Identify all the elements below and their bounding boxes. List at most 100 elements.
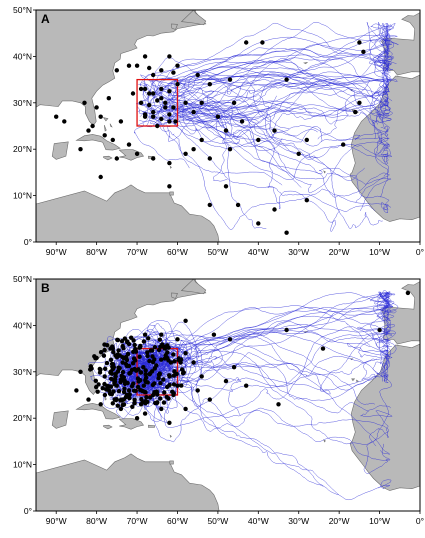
drifter-endpoint xyxy=(161,377,166,382)
drifter-endpoint xyxy=(167,420,172,425)
drifter-endpoint xyxy=(227,147,233,152)
drifter-endpoint xyxy=(98,402,103,407)
drifter-endpoint xyxy=(141,383,146,388)
drifter-track xyxy=(153,382,339,496)
drifter-track xyxy=(160,80,389,129)
drifter-endpoint xyxy=(126,388,132,393)
drifter-track xyxy=(150,324,393,395)
drifter-endpoint xyxy=(121,346,126,351)
drifter-endpoint xyxy=(145,350,150,355)
drifter-track xyxy=(176,329,393,388)
lon-tick-label: 60°W xyxy=(167,516,188,526)
drifter-endpoint xyxy=(159,86,164,92)
drifter-track xyxy=(166,80,283,151)
drifter-endpoint xyxy=(116,365,121,370)
drifter-endpoint xyxy=(157,371,162,376)
land-bahamas-a xyxy=(102,117,109,122)
drifter-endpoint xyxy=(102,392,108,398)
drifter-endpoint xyxy=(175,337,180,342)
drifter-endpoint xyxy=(175,63,180,68)
drifter-endpoint xyxy=(102,347,107,353)
landmasses xyxy=(36,10,420,242)
drifter-track xyxy=(171,79,393,105)
land-canary-b xyxy=(351,378,356,382)
drifter-endpoint xyxy=(156,376,161,381)
drifter-endpoint xyxy=(142,54,148,59)
drifter-endpoint xyxy=(131,381,136,386)
drifter-track xyxy=(165,82,331,125)
drifter-track xyxy=(142,73,391,177)
lat-tick-label: 40°N xyxy=(13,320,32,330)
drifter-endpoints xyxy=(74,290,411,425)
lon-tick-label: 0° xyxy=(416,247,424,257)
drifter-endpoint xyxy=(181,370,186,375)
drifter-endpoint xyxy=(157,337,162,342)
drifter-endpoint xyxy=(120,402,125,408)
drifter-endpoint xyxy=(260,40,265,45)
drifter-endpoint xyxy=(86,397,91,402)
drifter-track xyxy=(151,78,390,213)
drifter-endpoint xyxy=(121,377,126,382)
drifter-endpoint xyxy=(167,160,172,166)
drifter-track xyxy=(156,22,397,89)
drifter-track xyxy=(165,82,336,126)
plot-frame xyxy=(35,278,421,512)
drifter-endpoint xyxy=(104,360,110,366)
drifter-endpoint xyxy=(98,350,104,355)
drifter-track xyxy=(164,34,395,81)
drifter-endpoint xyxy=(112,377,118,382)
drifter-endpoint xyxy=(134,63,140,68)
drifter-endpoint xyxy=(276,402,281,407)
drifter-endpoint xyxy=(296,151,301,156)
drifter-endpoint xyxy=(142,332,148,337)
drifter-endpoint xyxy=(159,332,164,337)
drifter-endpoint xyxy=(168,360,174,365)
drifter-endpoint xyxy=(129,335,134,340)
drifter-endpoint xyxy=(172,359,177,364)
drifter-endpoint xyxy=(125,339,130,344)
drifter-endpoint xyxy=(142,86,148,92)
drifter-endpoint xyxy=(183,100,188,106)
drifter-endpoint xyxy=(199,100,204,106)
lon-tick-label: 30°W xyxy=(288,247,309,257)
drifter-endpoint xyxy=(147,102,152,108)
map-a-svg: 90°W 80°W 70°W 60°W 50°W 40°W 30°W 20°W 10°W 0° 0°… xyxy=(13,5,424,257)
drifter-track xyxy=(139,37,393,120)
drifter-endpoint xyxy=(155,123,160,129)
drifter-endpoint xyxy=(239,119,245,124)
drifter-endpoint xyxy=(191,109,196,115)
drifter-track xyxy=(169,74,391,137)
drifter-endpoint xyxy=(165,350,170,355)
drifter-endpoint xyxy=(176,356,181,361)
drifter-endpoint xyxy=(138,370,144,375)
drifter-track xyxy=(142,58,343,122)
drifter-endpoint xyxy=(118,406,124,412)
drifter-endpoint xyxy=(103,366,108,371)
drifter-track xyxy=(160,379,389,447)
drifter-endpoint xyxy=(161,400,167,405)
drifter-endpoint xyxy=(147,91,152,96)
lat-tick-label: 0° xyxy=(24,237,32,247)
drifter-endpoint xyxy=(93,356,98,361)
drifter-endpoint xyxy=(93,378,99,383)
drifter-endpoint xyxy=(94,105,99,110)
drifter-endpoint xyxy=(195,388,200,393)
lon-tick-label: 40°W xyxy=(248,516,269,526)
drifter-track xyxy=(145,376,391,461)
drifter-endpoint xyxy=(107,391,113,396)
drifter-endpoint xyxy=(231,100,237,106)
drifter-track xyxy=(148,105,389,198)
drifter-endpoint xyxy=(116,388,122,394)
drifter-endpoint xyxy=(191,147,196,152)
drifter-endpoint xyxy=(304,198,309,203)
drifter-endpoint xyxy=(116,348,121,353)
drifter-endpoint xyxy=(135,384,141,390)
drifter-track xyxy=(167,104,267,229)
drifter-endpoint xyxy=(102,374,107,379)
drifter-endpoint xyxy=(361,49,366,54)
drifter-track xyxy=(175,293,391,401)
drifter-endpoint xyxy=(147,358,152,364)
drifter-track xyxy=(150,80,383,229)
drifter-endpoint xyxy=(117,353,123,358)
drifter-endpoint xyxy=(207,82,212,87)
